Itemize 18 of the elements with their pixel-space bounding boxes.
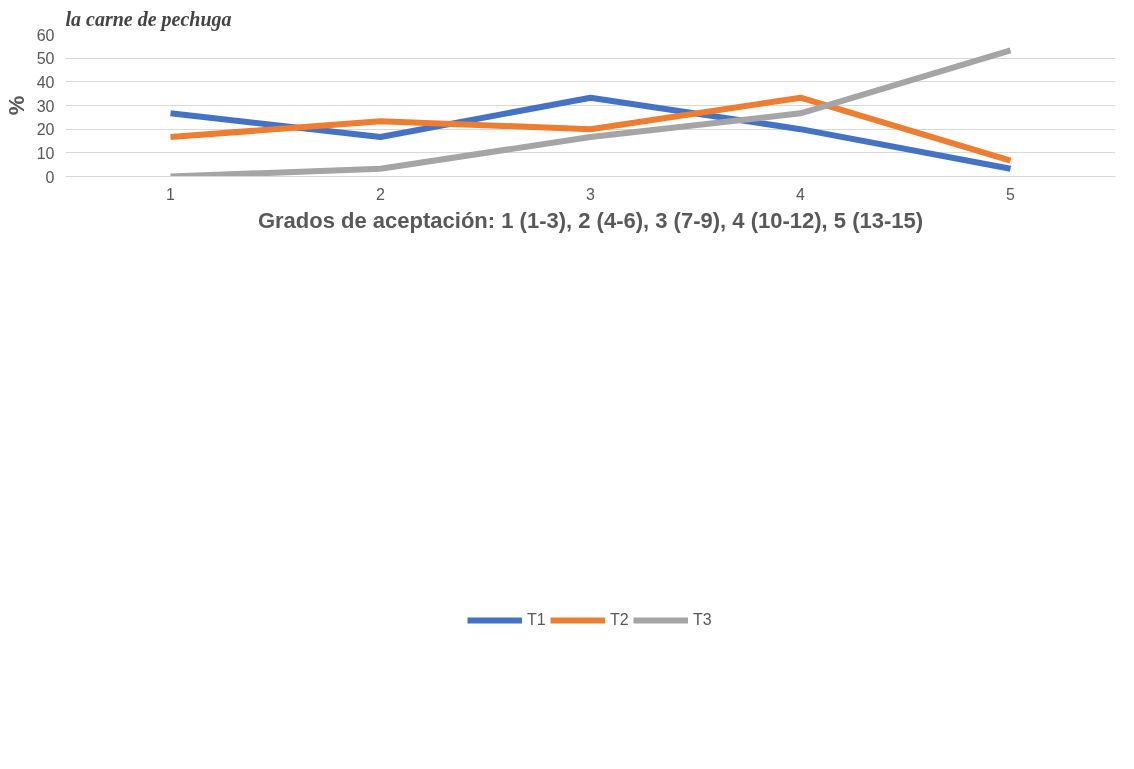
- y-tick-label: 10: [36, 144, 55, 162]
- chart-title: la carne de pechuga: [65, 7, 232, 31]
- legend-label: T1: [527, 611, 547, 629]
- x-tick-label: 4: [796, 185, 806, 203]
- legend-label: T3: [693, 611, 713, 629]
- legend-label: T2: [610, 611, 630, 629]
- x-tick-label: 5: [1006, 185, 1016, 203]
- y-tick-label: 30: [36, 97, 55, 115]
- y-axis-title: %: [3, 95, 29, 116]
- y-tick-label: 20: [36, 121, 55, 139]
- y-tick-label: 50: [36, 50, 55, 68]
- x-tick-label: 2: [376, 185, 386, 203]
- x-axis-title: Grados de aceptación: 1 (1-3), 2 (4-6), 3 (7-9), 4 (10-12), 5 (13-15): [257, 207, 924, 233]
- x-tick-label: 3: [586, 185, 596, 203]
- y-tick-label: 40: [36, 73, 55, 91]
- x-tick-label: 1: [166, 185, 176, 203]
- y-tick-label: 60: [36, 26, 55, 44]
- y-tick-label: 0: [45, 168, 55, 186]
